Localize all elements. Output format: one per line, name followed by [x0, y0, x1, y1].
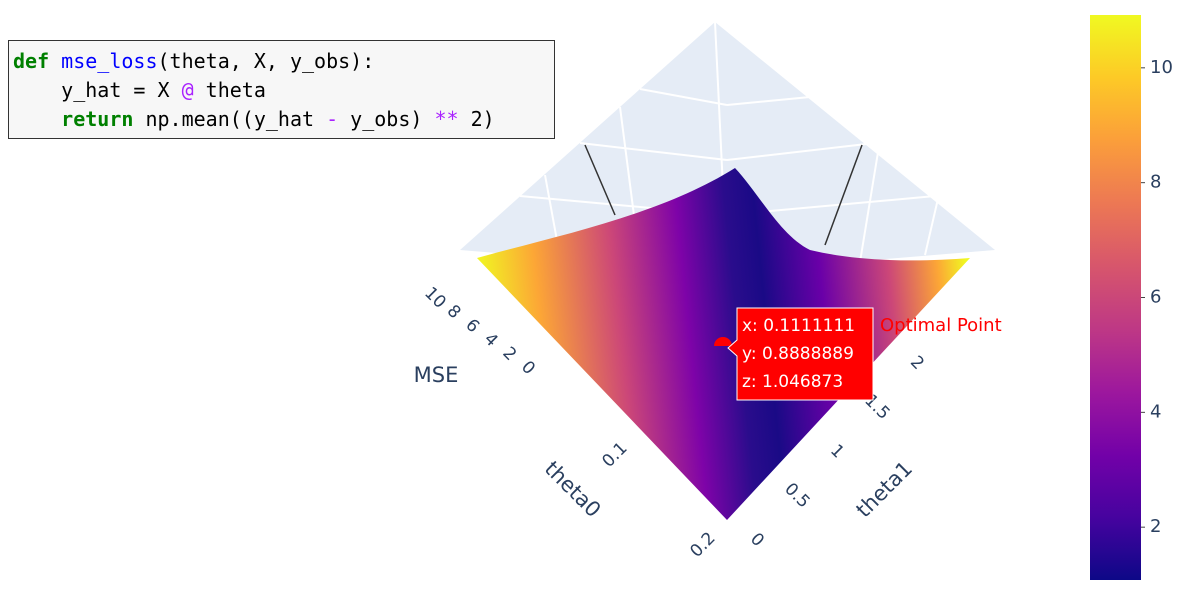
code-token: return: [61, 107, 134, 131]
z-tick-label: 4: [480, 329, 502, 351]
z-tick-label: 6: [461, 315, 483, 337]
x-tick-label: 0.1: [598, 438, 631, 471]
colorbar-tick-label: 2: [1150, 516, 1161, 537]
annotation: Optimal Point: [880, 315, 1002, 336]
code-token: 2: [458, 107, 483, 131]
z-tick-label: 10: [420, 283, 449, 312]
hover-label: z: 1.046873: [742, 372, 843, 392]
z-tick-label: 0: [517, 357, 539, 379]
code-token: ): [482, 107, 495, 131]
code-token: y_hat = X: [13, 78, 182, 102]
code-token: (theta, X, y_obs):: [157, 49, 375, 73]
hover-label: y: 0.8888889: [742, 344, 854, 364]
colorbar: [1090, 15, 1141, 580]
z-axis-title: MSE: [414, 363, 459, 387]
colorbar-tick-label: 4: [1150, 401, 1161, 422]
y-tick-label: 2: [906, 352, 928, 374]
y-tick-label: 0: [746, 529, 768, 551]
y-axis-title: theta1: [851, 456, 917, 522]
code-block: def mse_loss(theta, X, y_obs): y_hat = X…: [8, 40, 555, 139]
colorbar-tick-label: 6: [1150, 287, 1161, 308]
code-token: theta: [193, 78, 266, 102]
hover-box: [727, 307, 874, 401]
code-line: return np.mean((y_hat - y_obs) ** 2): [13, 105, 550, 134]
y-tick-label: 0.5: [780, 479, 813, 512]
colorbar-tick-label: 8: [1150, 172, 1161, 193]
colorbar-tick-label: 10: [1150, 57, 1173, 78]
code-line: def mse_loss(theta, X, y_obs):: [13, 47, 550, 76]
code-token: y_obs): [338, 107, 435, 131]
code-token: **: [434, 107, 459, 131]
z-tick-label: 8: [443, 301, 465, 323]
code-line: y_hat = X @ theta: [13, 76, 550, 105]
x-axis-title: theta0: [540, 456, 606, 522]
z-tick-label: 2: [499, 343, 521, 365]
hover-label: x: 0.1111111: [742, 316, 855, 336]
code-token: mse_loss: [61, 49, 158, 73]
optimal-point: [714, 337, 732, 346]
code-token: @: [181, 78, 194, 102]
code-token: def: [13, 49, 50, 73]
y-tick-label: 1: [826, 441, 848, 463]
code-token: np.mean((y_hat: [133, 107, 327, 131]
x-tick-label: 0.2: [686, 528, 719, 561]
code-token: -: [326, 107, 339, 131]
